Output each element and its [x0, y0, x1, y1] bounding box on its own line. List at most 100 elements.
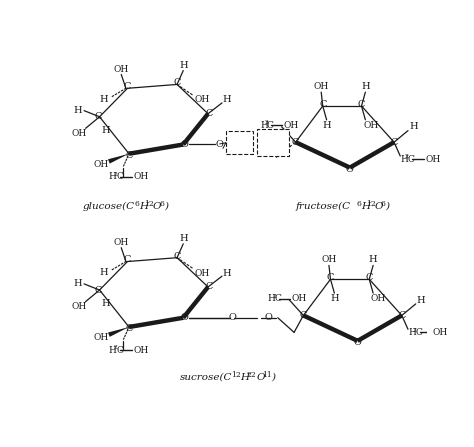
Text: H: H: [361, 82, 370, 91]
Text: 6: 6: [356, 200, 361, 208]
Text: H: H: [330, 294, 339, 303]
Text: C: C: [300, 311, 307, 320]
Text: 2: 2: [113, 172, 118, 177]
Text: fructose(C: fructose(C: [296, 202, 351, 211]
Text: OH: OH: [321, 256, 337, 265]
Text: C: C: [117, 346, 123, 354]
Text: H: H: [400, 155, 408, 164]
Text: H: H: [268, 294, 275, 303]
Text: H: H: [100, 95, 109, 104]
Bar: [257, 129, 290, 156]
Text: C: C: [319, 100, 327, 109]
Text: 12: 12: [231, 371, 241, 379]
Text: C: C: [408, 155, 415, 164]
Polygon shape: [108, 327, 129, 337]
Text: OH: OH: [134, 346, 149, 354]
Text: H: H: [101, 126, 110, 135]
Text: OH: OH: [264, 138, 282, 147]
Text: C: C: [94, 112, 102, 121]
Text: glucose(C: glucose(C: [82, 202, 135, 211]
Text: C: C: [125, 151, 133, 160]
Text: OH: OH: [134, 173, 149, 181]
Text: O: O: [354, 338, 362, 347]
Text: H: H: [179, 61, 188, 70]
Text: OH: OH: [371, 294, 386, 303]
Text: C: C: [206, 283, 213, 291]
Text: C: C: [267, 121, 274, 130]
Text: O: O: [153, 202, 162, 211]
Text: C: C: [173, 78, 181, 88]
Text: OH: OH: [114, 238, 129, 247]
Text: H: H: [369, 256, 377, 265]
Text: C: C: [416, 328, 423, 337]
Text: H: H: [361, 202, 370, 211]
Text: O: O: [228, 313, 236, 322]
Text: H: H: [73, 106, 82, 115]
Text: OH: OH: [114, 64, 129, 74]
Text: H: H: [260, 121, 268, 130]
Text: C: C: [327, 273, 334, 282]
Text: H: H: [408, 328, 416, 337]
Text: ): ): [164, 202, 168, 211]
Text: OH: OH: [284, 121, 299, 130]
Text: 2: 2: [113, 345, 118, 350]
Text: OH: OH: [425, 155, 440, 164]
Text: ): ): [272, 372, 275, 382]
Text: C: C: [124, 256, 131, 265]
Text: C: C: [206, 109, 213, 118]
Bar: [226, 131, 253, 154]
Text: C: C: [365, 273, 373, 282]
Text: C: C: [94, 286, 102, 295]
Text: C: C: [117, 173, 123, 181]
Text: C: C: [124, 82, 131, 91]
Text: 12: 12: [366, 200, 376, 208]
Text: 6: 6: [159, 200, 164, 208]
Text: H: H: [139, 202, 148, 211]
Text: OH: OH: [93, 160, 109, 169]
Text: H: H: [109, 346, 117, 354]
Text: OH: OH: [292, 294, 307, 303]
Text: OH: OH: [433, 328, 448, 337]
Text: sucrose(C: sucrose(C: [179, 372, 232, 382]
Text: C: C: [173, 252, 181, 261]
Text: H: H: [100, 268, 109, 277]
Text: H: H: [235, 138, 244, 147]
Text: C: C: [391, 138, 398, 147]
Text: O: O: [264, 313, 273, 322]
Text: 12: 12: [145, 200, 154, 208]
Text: OH: OH: [363, 121, 378, 130]
Text: 11: 11: [262, 371, 272, 379]
Text: OH: OH: [93, 333, 109, 342]
Text: H: H: [179, 234, 188, 243]
Text: 2: 2: [405, 154, 409, 159]
Text: C: C: [398, 311, 405, 320]
Text: H: H: [409, 122, 418, 131]
Text: C: C: [275, 294, 282, 303]
Text: 2: 2: [413, 328, 417, 333]
Text: 2: 2: [273, 294, 276, 299]
Text: O: O: [374, 202, 383, 211]
Text: H: H: [241, 372, 250, 382]
Text: O: O: [346, 164, 354, 173]
Text: OH: OH: [72, 129, 87, 138]
Text: 22: 22: [247, 371, 256, 379]
Text: C: C: [358, 100, 365, 109]
Text: ): ): [385, 202, 390, 211]
Text: O: O: [256, 372, 264, 382]
Text: H: H: [417, 295, 426, 304]
Text: OH: OH: [194, 269, 210, 278]
Text: 6: 6: [381, 200, 386, 208]
Text: H: H: [222, 269, 231, 278]
Text: OH: OH: [72, 303, 87, 312]
Text: H: H: [109, 173, 117, 181]
Text: O: O: [181, 140, 189, 149]
Text: OH: OH: [314, 82, 329, 91]
Text: 2: 2: [264, 120, 269, 126]
Text: H: H: [101, 299, 110, 308]
Text: OH: OH: [194, 95, 210, 104]
Text: O: O: [216, 140, 224, 149]
Text: H: H: [222, 95, 231, 104]
Text: H: H: [322, 121, 331, 130]
Polygon shape: [108, 154, 129, 164]
Text: H: H: [73, 279, 82, 288]
